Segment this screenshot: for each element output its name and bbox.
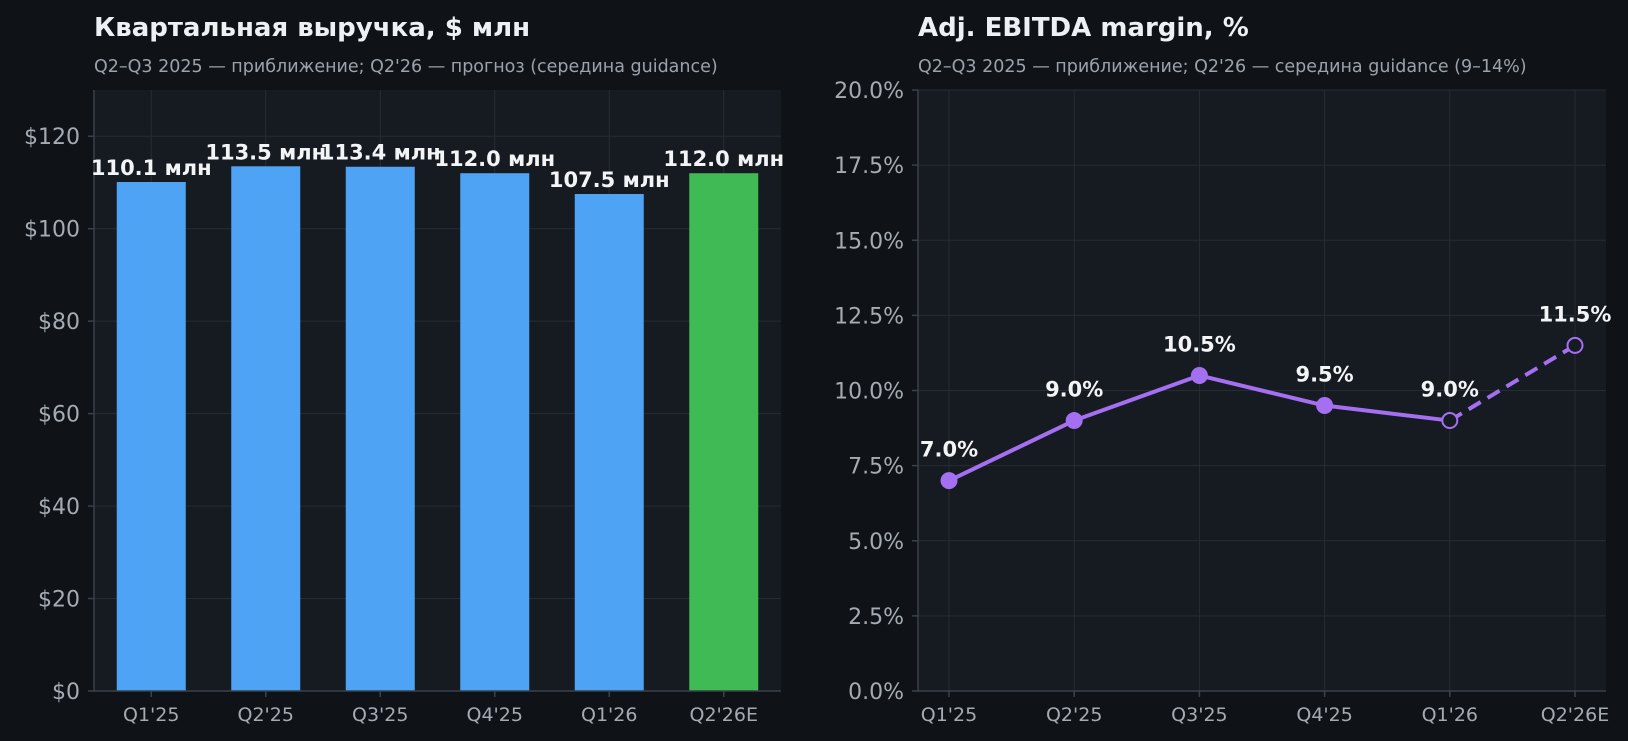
ebitda-chart-title: Adj. EBITDA margin, % [918,13,1249,43]
revenue-data-label: 112.0 млн [434,147,555,171]
ebitda-y-tick-label: 10.0% [834,380,904,405]
revenue-bars [116,166,759,692]
ebitda-point-open [1441,412,1459,430]
ebitda-data-label: 9.5% [1295,363,1353,387]
revenue-data-label: 110.1 млн [91,156,212,180]
revenue-chart-subtitle: Q2–Q3 2025 — приближение; Q2'26 — прогно… [94,57,718,77]
revenue-plot-area [94,90,781,691]
revenue-y-tick-label: $60 [38,403,80,428]
ebitda-data-label: 9.0% [1045,378,1103,402]
ebitda-data-label: 7.0% [920,438,978,462]
revenue-x-tick-label: Q4'25 [467,704,523,726]
ebitda-x-tick-labels: Q1'25 Q2'25 Q3'25 Q4'25 Q1'26 Q2'26E [921,704,1609,726]
ebitda-y-tick-label: 20.0% [834,79,904,104]
ebitda-x-tick-label: Q2'25 [1046,704,1102,726]
revenue-x-tick-label: Q1'26 [581,704,637,726]
revenue-x-tick-label: Q3'25 [352,704,408,726]
ebitda-point [1065,412,1083,430]
revenue-chart: Квартальная выручка, $ млн Q2–Q3 2025 — … [24,13,784,726]
ebitda-y-tick-label: 15.0% [834,229,904,254]
revenue-data-label: 113.4 млн [320,141,441,165]
ebitda-point [1316,397,1334,415]
revenue-y-tick-label: $20 [38,588,80,613]
ebitda-y-tick-label: 2.5% [848,605,904,630]
revenue-y-tick-label: $40 [38,495,80,520]
ebitda-axes [912,89,1606,697]
ebitda-data-label: 11.5% [1539,302,1612,326]
revenue-bar [345,166,415,692]
ebitda-x-tick-label: Q1'25 [921,704,977,726]
revenue-x-tick-label: Q1'25 [123,704,179,726]
ebitda-point-open [1566,336,1584,354]
ebitda-points [940,336,1584,490]
revenue-y-tick-label: $80 [38,310,80,335]
ebitda-y-tick-label: 5.0% [848,530,904,555]
ebitda-margin-chart: Adj. EBITDA margin, % Q2–Q3 2025 — прибл… [834,13,1611,726]
revenue-y-tick-labels: $0 $20 $40 $60 $80 $100 $120 [24,125,80,705]
ebitda-y-tick-label: 0.0% [848,680,904,705]
revenue-x-tick-label: Q2'25 [238,704,294,726]
ebitda-y-tick-label: 7.5% [848,455,904,480]
ebitda-x-tick-label: Q2'26E [1541,704,1609,726]
revenue-data-label: 112.0 млн [663,147,784,171]
ebitda-gridlines [918,89,1606,691]
ebitda-point [940,472,958,490]
revenue-axes [88,90,781,697]
revenue-bar [460,173,530,691]
ebitda-data-label: 9.0% [1421,378,1479,402]
revenue-y-tick-label: $120 [24,125,80,150]
ebitda-x-tick-label: Q4'25 [1296,704,1352,726]
ebitda-y-tick-labels: 0.0% 2.5% 5.0% 7.5% 10.0% 12.5% 15.0% 17.5% 20.0… [834,79,904,705]
revenue-bar [231,166,301,691]
revenue-data-label: 107.5 млн [549,168,670,192]
revenue-chart-title: Квартальная выручка, $ млн [94,13,530,43]
revenue-bar-forecast [689,173,759,691]
revenue-y-tick-label: $0 [52,680,80,705]
revenue-data-label: 113.5 млн [205,140,326,164]
ebitda-y-tick-label: 12.5% [834,304,904,329]
ebitda-x-tick-label: Q1'26 [1422,704,1478,726]
revenue-bar [574,194,644,691]
ebitda-data-labels: 7.0% 9.0% 10.5% 9.5% 9.0% 11.5% [920,302,1612,461]
ebitda-point [1190,366,1208,384]
revenue-y-tick-label: $100 [24,218,80,243]
ebitda-chart-subtitle: Q2–Q3 2025 — приближение; Q2'26 — середи… [918,57,1527,77]
ebitda-y-tick-label: 17.5% [834,154,904,179]
revenue-x-tick-labels: Q1'25 Q2'25 Q3'25 Q4'25 Q1'26 Q2'26E [123,704,758,726]
ebitda-x-tick-label: Q3'25 [1171,704,1227,726]
revenue-bar [116,181,186,691]
ebitda-forecast-line [1448,343,1577,423]
revenue-x-tick-label: Q2'26E [690,704,758,726]
ebitda-data-label: 10.5% [1163,332,1236,356]
